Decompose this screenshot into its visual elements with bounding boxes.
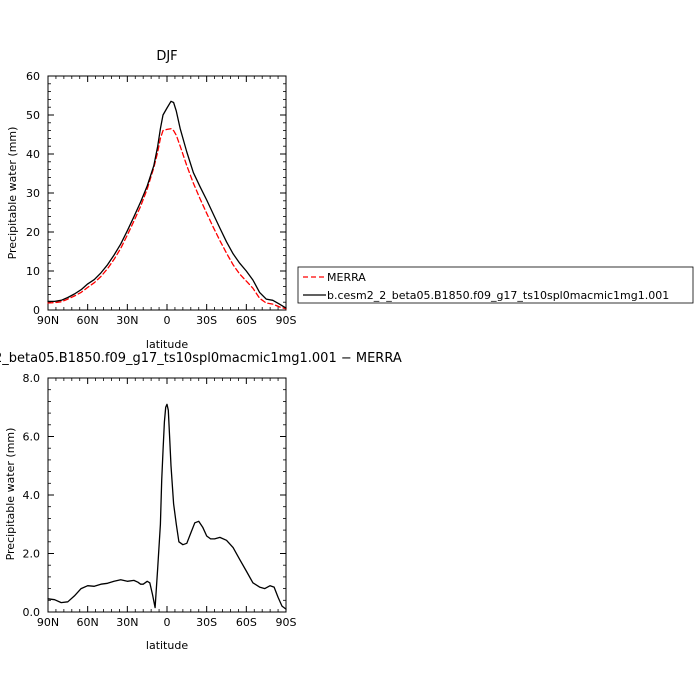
- x-tick-label: 60N: [77, 314, 99, 327]
- x-tick-label: 30S: [196, 616, 217, 629]
- y-axis-label-bottom: Precipitable water (mm): [4, 428, 17, 561]
- x-tick-label: 90S: [276, 314, 297, 327]
- y-axis-label: Precipitable water (mm): [6, 127, 19, 260]
- chart-title: DJF: [156, 49, 177, 64]
- x-axis-label-bottom: latitude: [146, 639, 188, 652]
- y-tick-label: 30: [26, 187, 40, 200]
- x-tick-label: 90S: [276, 616, 297, 629]
- x-tick-label: 0: [164, 314, 171, 327]
- legend-box: [297, 266, 694, 304]
- y-tick-label: 50: [26, 109, 40, 122]
- x-tick-label: 60N: [77, 616, 99, 629]
- y-tick-label: 10: [26, 265, 40, 278]
- x-tick-label: 90N: [37, 314, 59, 327]
- y-tick-label: 4.0: [23, 489, 41, 502]
- y-tick-label: 6.0: [23, 431, 41, 444]
- y-tick-label: 40: [26, 148, 40, 161]
- x-tick-label: 30S: [196, 314, 217, 327]
- x-tick-label: 30N: [116, 616, 138, 629]
- y-tick-label: 0: [33, 304, 40, 317]
- series-line-merra: [47, 128, 287, 310]
- x-tick-label: 30N: [116, 314, 138, 327]
- series-line-difference: [47, 403, 287, 610]
- plot-frame: [47, 75, 287, 311]
- x-tick-label: 90N: [37, 616, 59, 629]
- legend-label-merra: MERRA: [327, 271, 366, 284]
- plot-area-top: 90N 60N 30N 0 30S 60S 90S 0 10 20 30 40 50 60: [26, 70, 297, 327]
- x-tick-label: 0: [164, 616, 171, 629]
- plot-area-bottom: 90N 60N 30N 0 30S 60S 90S 0.0 2.0 4.0 6.0 8.0: [23, 372, 297, 629]
- y-tick-label: 0.0: [23, 606, 41, 619]
- x-tick-label: 60S: [236, 616, 257, 629]
- series-line-model: [47, 100, 287, 309]
- x-axis-label: latitude: [146, 338, 188, 351]
- chart-title-difference: b.cesm2_2_beta05.B1850.f09_g17_ts10spl0m…: [0, 351, 402, 366]
- y-tick-label: 8.0: [23, 372, 41, 385]
- y-tick-label: 2.0: [23, 548, 41, 561]
- legend-label-model: b.cesm2_2_beta05.B1850.f09_g17_ts10spl0m…: [327, 289, 669, 302]
- y-tick-label: 20: [26, 226, 40, 239]
- x-tick-label: 60S: [236, 314, 257, 327]
- legend: MERRA b.cesm2_2_beta05.B1850.f09_g17_ts1…: [297, 266, 694, 304]
- y-tick-label: 60: [26, 70, 40, 83]
